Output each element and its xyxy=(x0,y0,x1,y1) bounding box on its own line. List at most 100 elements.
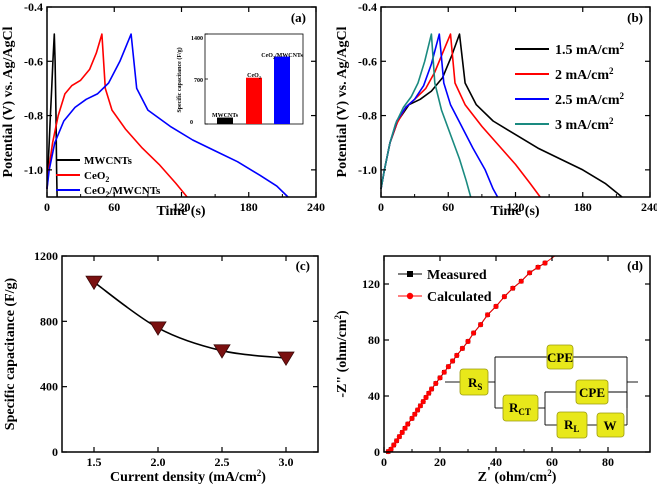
y-tick-label: 120 xyxy=(362,277,380,291)
calculated-point-24 xyxy=(471,330,477,336)
inset-label-ceo2: CeO2 xyxy=(247,73,261,80)
calculated-point-31 xyxy=(527,270,533,276)
y-tick-label: -1.0 xyxy=(358,163,377,177)
series-line-2 xyxy=(380,33,499,198)
panel-d-ylabel: -Z" (ohm/cm2) xyxy=(333,310,350,398)
panel-c: 1.5 2.0 2.5 3.0 0 400 800 1200 (c) Current dens… xyxy=(3,249,319,485)
legend-label-2: 2 mA/cm2 xyxy=(555,66,614,83)
y-tick-label: -0.4 xyxy=(24,0,43,14)
panel-d: 0 20 40 60 80 0 40 80 120 (d) Z' (ohm/cm2) -Z" (… xyxy=(333,255,651,485)
calculated-point-21 xyxy=(454,352,460,358)
x-tick-label: 60 xyxy=(442,200,454,214)
calculated-point-22 xyxy=(459,345,465,351)
circuit-label-cpe1: CPE xyxy=(547,350,573,365)
panel-c-label: (c) xyxy=(296,258,310,273)
capacitance-point-0 xyxy=(85,275,103,291)
panel-a-ylabel: Potential (V) vs. Ag/AgCl xyxy=(1,26,16,177)
panel-b-ticks: 0 60 120 180 240 -1.0 -0.8 -0.6 -0.4 xyxy=(358,0,657,214)
x-tick-label: 20 xyxy=(434,455,446,469)
calculated-point-23 xyxy=(465,338,471,344)
y-tick-label: -0.4 xyxy=(358,0,377,14)
panel-a: 0 60 120 180 240 -1.0 -0.8 -0.6 -0.4 (a) Time (s… xyxy=(1,0,325,219)
calculated-point-17 xyxy=(437,375,443,381)
inset-ylabel: Specific capacitance (F/g) xyxy=(176,47,183,112)
calculated-point-29 xyxy=(510,285,516,291)
x-tick-label: 60 xyxy=(546,455,558,469)
calculated-point-27 xyxy=(493,303,499,309)
x-tick-label: 3.0 xyxy=(279,455,294,469)
calculated-point-12 xyxy=(420,399,426,405)
y-tick-label: -0.6 xyxy=(358,54,377,68)
x-tick-label: 40 xyxy=(490,455,502,469)
series-line-1 xyxy=(46,33,188,198)
legend-label-measured: Measured xyxy=(427,268,487,283)
legend-label-mwcnts: MWCNTs xyxy=(84,155,133,167)
legend-label-ceo2: CeO2 xyxy=(84,170,109,184)
calculated-point-19 xyxy=(445,364,451,370)
x-tick-label: 60 xyxy=(108,200,120,214)
series-line-2 xyxy=(46,33,289,198)
y-tick-label: 80 xyxy=(368,333,380,347)
calculated-point-8 xyxy=(409,415,415,421)
calculated-point-14 xyxy=(426,390,432,396)
y-tick-label: 800 xyxy=(40,314,58,328)
y-tick-label: 0 xyxy=(52,445,58,459)
calculated-point-9 xyxy=(412,411,418,417)
series-line-0 xyxy=(380,33,623,198)
y-tick-label: 0 xyxy=(374,445,380,459)
circuit-box-rl xyxy=(556,411,588,439)
calculated-point-25 xyxy=(478,322,484,328)
panel-c-ticks: 1.5 2.0 2.5 3.0 0 400 800 1200 xyxy=(34,249,318,469)
x-tick-label: 2.0 xyxy=(151,455,166,469)
circuit-label-rl: RL xyxy=(564,417,579,434)
y-tick-label: 400 xyxy=(40,380,58,394)
panel-b-legend: 1.5 mA/cm2 2 mA/cm2 2.5 mA/cm2 3 mA/cm2 xyxy=(515,41,625,133)
x-tick-label: 180 xyxy=(574,200,592,214)
calculated-point-33 xyxy=(542,260,548,266)
panel-c-frame xyxy=(61,255,319,453)
x-tick-label: 80 xyxy=(602,455,614,469)
panel-c-xlabel: Current density (mA/cm2) xyxy=(110,468,266,485)
panel-a-legend: MWCNTs CeO2 CeO2/MWCNTs xyxy=(56,155,161,199)
capacitance-point-3 xyxy=(277,351,295,367)
calculated-point-2 xyxy=(391,442,397,448)
x-tick-label: 240 xyxy=(307,200,325,214)
calculated-point-3 xyxy=(394,438,400,444)
y-tick-label: 40 xyxy=(368,389,380,403)
circuit-box-rct xyxy=(502,394,539,422)
calculated-point-15 xyxy=(429,386,435,392)
panel-b-label: (b) xyxy=(627,10,643,25)
calculated-point-32 xyxy=(535,264,541,270)
panel-a-xlabel: Time (s) xyxy=(156,204,205,219)
inset-tick-0: 0 xyxy=(190,120,193,126)
capacitance-curve xyxy=(93,281,287,359)
panel-b-series xyxy=(380,33,623,198)
x-tick-label: 0 xyxy=(381,455,387,469)
legend-label-ceo2-mwcnts: CeO2/MWCNTs xyxy=(84,185,161,199)
legend-label-3: 3 mA/cm2 xyxy=(555,116,614,133)
panel-c-series xyxy=(85,275,295,367)
calculated-point-20 xyxy=(450,358,456,364)
x-tick-label: 240 xyxy=(641,200,657,214)
inset-bar-0 xyxy=(217,117,233,124)
panel-a-series xyxy=(46,33,289,198)
inset-bar-2 xyxy=(274,56,290,124)
y-tick-label: 1200 xyxy=(34,249,58,263)
circuit-wires xyxy=(445,356,638,426)
legend-label-2-5: 2.5 mA/cm2 xyxy=(555,91,625,108)
calculated-point-5 xyxy=(399,429,405,435)
calculated-line xyxy=(387,255,556,452)
panel-d-label: (d) xyxy=(627,258,643,273)
calculated-point-18 xyxy=(441,369,447,375)
capacitance-point-2 xyxy=(213,344,231,359)
calculated-point-10 xyxy=(415,407,421,413)
calculated-point-30 xyxy=(518,278,524,284)
calculated-point-4 xyxy=(396,434,402,440)
inset-bar-1 xyxy=(246,77,262,124)
series-line-0 xyxy=(46,33,58,198)
circuit-box-cpe2 xyxy=(575,379,609,405)
x-tick-label: 0 xyxy=(44,200,50,214)
calculated-point-6 xyxy=(402,425,408,431)
panel-d-ticks: 0 20 40 60 80 0 40 80 120 xyxy=(362,256,650,469)
